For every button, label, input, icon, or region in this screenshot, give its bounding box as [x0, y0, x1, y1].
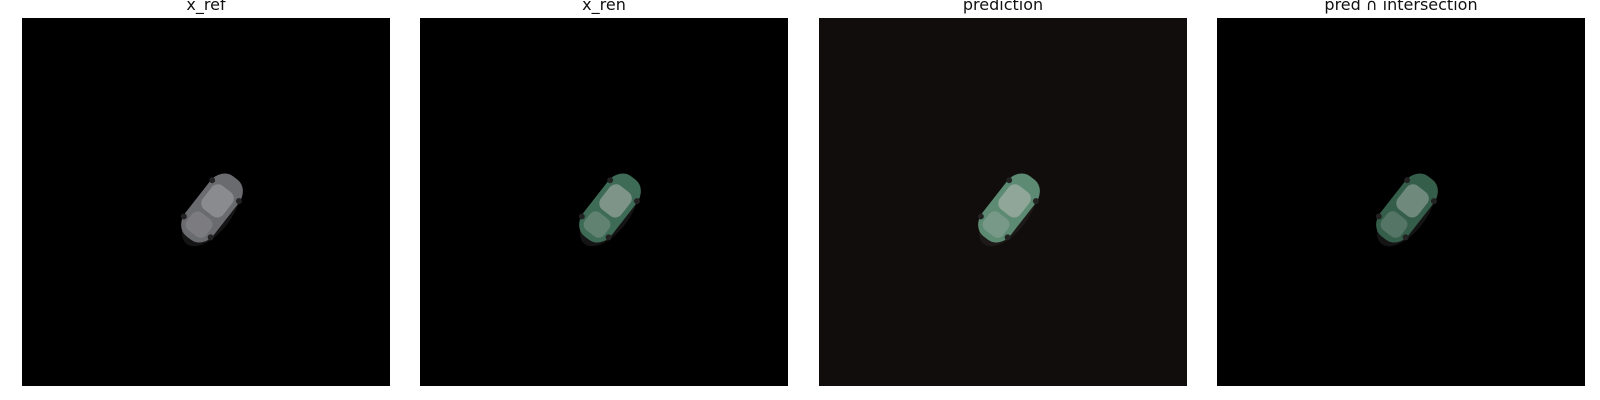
panel-x-ren: x_ren	[420, 0, 788, 400]
car-silhouette	[578, 173, 641, 247]
car-silhouette	[180, 173, 243, 247]
panel-title: x_ren	[582, 0, 626, 14]
car-image	[420, 18, 788, 386]
panel-x-ref: x_ref	[22, 0, 390, 400]
panel-title: prediction	[962, 0, 1044, 14]
car-image	[1217, 18, 1585, 386]
panel-pred-intersection: pred ∩ intersection	[1217, 0, 1585, 400]
car-silhouette	[977, 173, 1040, 247]
panel-title: x_ref	[186, 0, 226, 14]
panel-title: pred ∩ intersection	[1324, 0, 1478, 14]
car-silhouette	[1375, 173, 1438, 247]
car-image	[22, 18, 390, 386]
panel-prediction: prediction	[819, 0, 1187, 400]
car-image	[819, 18, 1187, 386]
